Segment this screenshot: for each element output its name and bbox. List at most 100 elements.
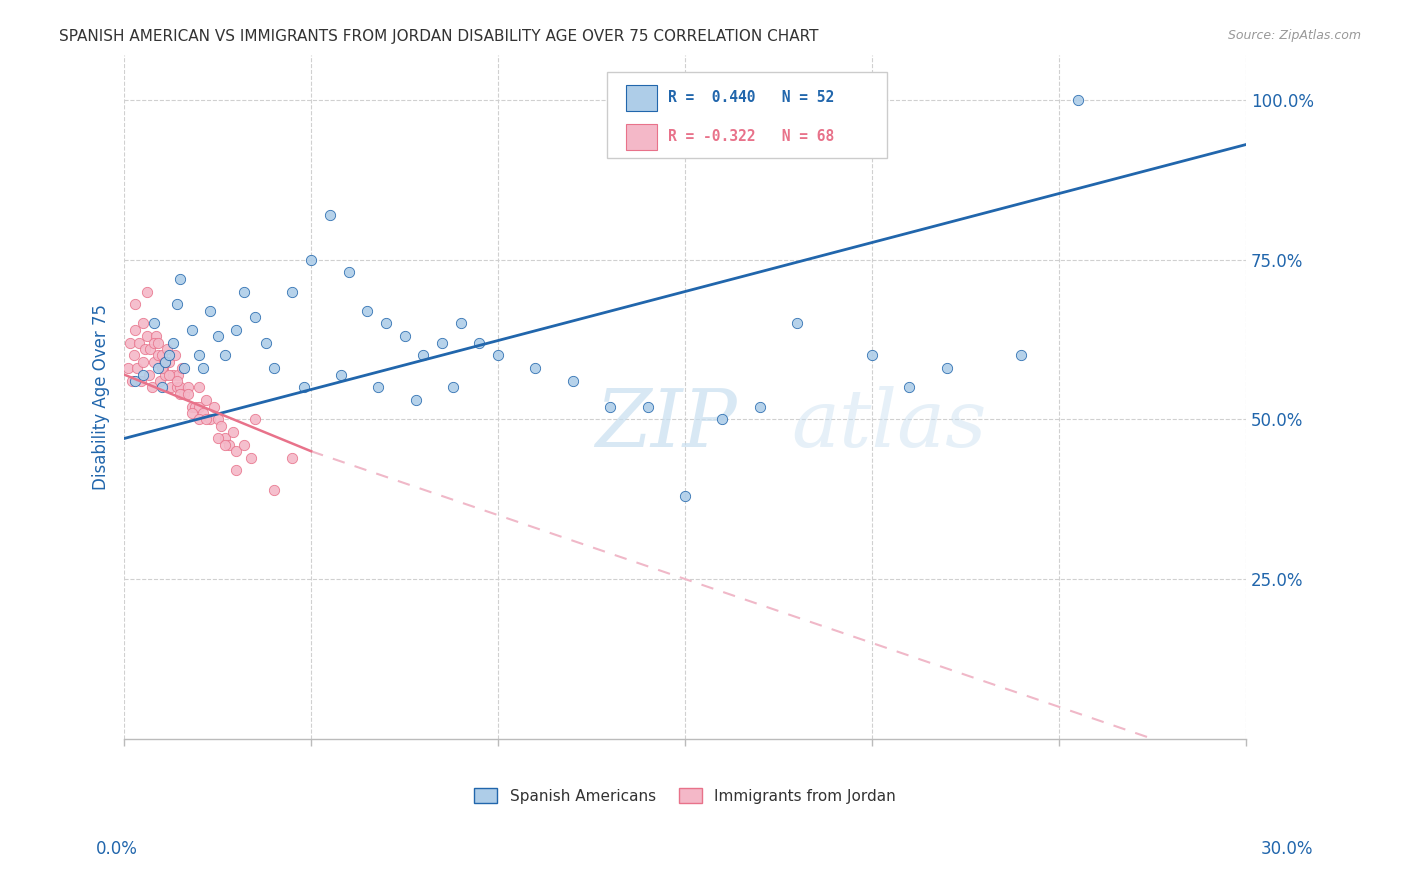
- Point: [319, 208, 342, 222]
- Point: [430, 335, 453, 350]
- Point: [935, 361, 957, 376]
- Point: [157, 348, 180, 362]
- Text: ZIP: ZIP: [595, 385, 737, 463]
- Point: [173, 386, 195, 401]
- Point: [138, 368, 160, 382]
- Point: [405, 393, 427, 408]
- Point: [169, 272, 191, 286]
- Point: [218, 438, 240, 452]
- Point: [162, 368, 184, 382]
- Point: [118, 335, 141, 350]
- Point: [225, 444, 247, 458]
- Point: [786, 317, 808, 331]
- Point: [177, 380, 200, 394]
- Point: [180, 323, 202, 337]
- Point: [155, 355, 177, 369]
- Point: [128, 335, 150, 350]
- Point: [711, 412, 734, 426]
- Point: [412, 348, 434, 362]
- Point: [129, 374, 152, 388]
- Point: [146, 361, 169, 376]
- Point: [263, 361, 285, 376]
- Text: R =  0.440   N = 52: R = 0.440 N = 52: [668, 90, 834, 105]
- Point: [337, 265, 360, 279]
- Point: [188, 412, 211, 426]
- Point: [207, 412, 229, 426]
- Point: [441, 380, 464, 394]
- Point: [356, 303, 378, 318]
- Point: [243, 412, 266, 426]
- Point: [214, 438, 236, 452]
- Point: [191, 361, 214, 376]
- Point: [188, 348, 211, 362]
- Point: [188, 380, 211, 394]
- Point: [173, 361, 195, 376]
- Point: [374, 317, 396, 331]
- Point: [169, 386, 191, 401]
- Text: atlas: atlas: [792, 385, 987, 463]
- Text: SPANISH AMERICAN VS IMMIGRANTS FROM JORDAN DISABILITY AGE OVER 75 CORRELATION CH: SPANISH AMERICAN VS IMMIGRANTS FROM JORD…: [59, 29, 818, 45]
- Point: [292, 380, 315, 394]
- Point: [180, 406, 202, 420]
- Point: [134, 342, 156, 356]
- Point: [225, 463, 247, 477]
- Point: [191, 406, 214, 420]
- Point: [139, 342, 162, 356]
- Point: [127, 361, 149, 376]
- Point: [240, 450, 263, 465]
- Point: [195, 412, 218, 426]
- Point: [146, 335, 169, 350]
- Point: [299, 252, 322, 267]
- Point: [132, 368, 155, 382]
- Point: [166, 374, 188, 388]
- Point: [124, 374, 146, 388]
- Point: [145, 329, 167, 343]
- Point: [637, 400, 659, 414]
- Point: [180, 400, 202, 414]
- Point: [152, 361, 174, 376]
- Point: [188, 400, 211, 414]
- Point: [141, 380, 163, 394]
- Point: [172, 361, 194, 376]
- Point: [330, 368, 353, 382]
- Point: [166, 297, 188, 311]
- Point: [124, 323, 146, 337]
- Point: [254, 335, 277, 350]
- Point: [124, 297, 146, 311]
- Point: [202, 400, 225, 414]
- Point: [860, 348, 883, 362]
- Point: [135, 285, 157, 299]
- Point: [117, 361, 139, 376]
- Text: 30.0%: 30.0%: [1261, 840, 1313, 858]
- Point: [673, 489, 696, 503]
- Point: [367, 380, 389, 394]
- Point: [898, 380, 921, 394]
- Point: [486, 348, 509, 362]
- Point: [207, 432, 229, 446]
- Point: [394, 329, 416, 343]
- Point: [167, 368, 190, 382]
- Point: [1011, 348, 1033, 362]
- Point: [143, 335, 166, 350]
- Point: [146, 348, 169, 362]
- Point: [263, 483, 285, 497]
- Y-axis label: Disability Age Over 75: Disability Age Over 75: [93, 304, 110, 490]
- Point: [121, 374, 143, 388]
- Point: [209, 418, 232, 433]
- Point: [195, 393, 218, 408]
- Point: [748, 400, 770, 414]
- Point: [122, 348, 145, 362]
- Point: [156, 342, 179, 356]
- Point: [561, 374, 583, 388]
- Point: [155, 355, 177, 369]
- Bar: [626, 85, 657, 111]
- Point: [232, 285, 254, 299]
- Point: [177, 386, 200, 401]
- Point: [468, 335, 491, 350]
- Point: [207, 329, 229, 343]
- Point: [149, 374, 172, 388]
- Point: [150, 380, 173, 394]
- Point: [214, 348, 236, 362]
- Bar: [626, 124, 657, 150]
- Point: [160, 380, 183, 394]
